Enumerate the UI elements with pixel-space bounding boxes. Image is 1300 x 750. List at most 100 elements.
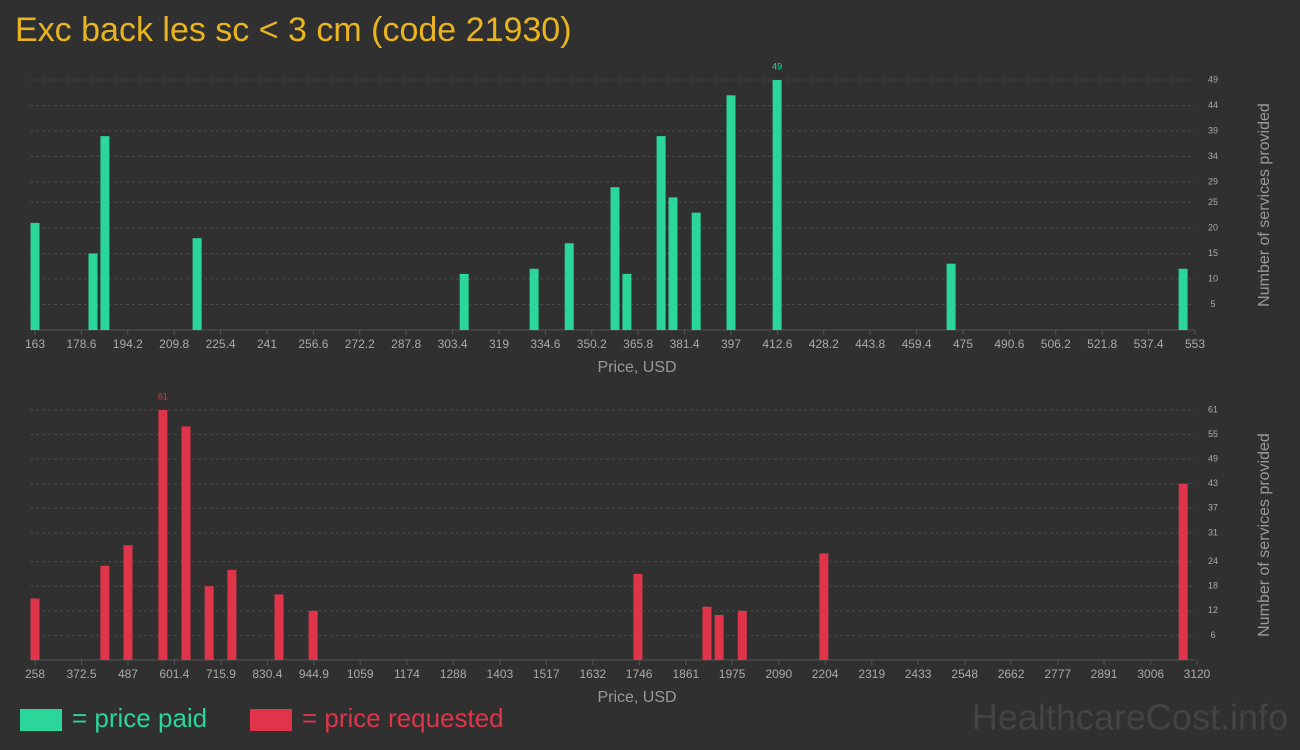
bar — [181, 426, 191, 660]
watermark: HealthcareCost.info — [972, 697, 1288, 738]
x-tick-label: 2891 — [1091, 667, 1118, 681]
x-tick-label: 1059 — [347, 667, 374, 681]
y-tick-label: 20 — [1208, 222, 1218, 232]
x-tick-label: 475 — [953, 337, 973, 351]
bar — [158, 410, 168, 660]
y-tick-label: 55 — [1208, 429, 1218, 439]
data-label: 61 — [158, 391, 168, 401]
x-tick-label: 1632 — [580, 667, 607, 681]
data-label: 49 — [772, 61, 782, 71]
bar — [737, 610, 747, 660]
bar — [819, 553, 829, 660]
y-tick-label: 6 — [1210, 630, 1215, 640]
x-tick-label: 459.4 — [902, 337, 932, 351]
y-tick-label: 5 — [1210, 299, 1215, 309]
x-tick-label: 944.9 — [299, 667, 329, 681]
x-tick-label: 2204 — [812, 667, 839, 681]
bar — [564, 243, 574, 330]
x-tick-label: 258 — [25, 667, 45, 681]
x-tick-label: 178.6 — [66, 337, 96, 351]
bar — [30, 598, 40, 660]
bar — [123, 545, 133, 660]
x-tick-label: 365.8 — [623, 337, 653, 351]
x-tick-label: 1861 — [672, 667, 699, 681]
y-tick-label: 24 — [1208, 556, 1218, 566]
y-tick-label: 18 — [1208, 581, 1218, 591]
x-axis-label: Price, USD — [597, 689, 676, 706]
y-tick-label: 25 — [1208, 197, 1218, 207]
y-tick-label: 37 — [1208, 503, 1218, 513]
x-tick-label: 1403 — [487, 667, 514, 681]
y-tick-label: 43 — [1208, 478, 1218, 488]
bar — [691, 212, 701, 330]
bar — [192, 238, 202, 330]
x-tick-label: 1174 — [394, 667, 420, 681]
bar — [88, 253, 98, 330]
x-tick-label: 1517 — [533, 667, 560, 681]
legend-label: = price requested — [302, 703, 504, 733]
bar — [946, 263, 956, 330]
bar — [274, 594, 284, 660]
x-tick-label: 2777 — [1044, 667, 1071, 681]
x-tick-label: 715.9 — [206, 667, 236, 681]
x-tick-label: 3120 — [1184, 667, 1211, 681]
bar — [1178, 268, 1188, 330]
bar — [714, 614, 724, 660]
x-tick-label: 209.8 — [159, 337, 189, 351]
x-tick-label: 601.4 — [159, 667, 189, 681]
x-tick-label: 553 — [1185, 337, 1205, 351]
y-tick-label: 10 — [1208, 273, 1218, 283]
bar — [610, 187, 620, 330]
bar — [100, 136, 110, 330]
legend-swatch — [250, 709, 292, 731]
x-tick-label: 225.4 — [206, 337, 236, 351]
x-tick-label: 256.6 — [298, 337, 328, 351]
bar — [702, 606, 712, 660]
x-tick-label: 194.2 — [113, 337, 143, 351]
x-tick-label: 163 — [25, 337, 45, 351]
bar — [227, 569, 237, 660]
x-tick-label: 350.2 — [577, 337, 607, 351]
x-tick-label: 3006 — [1137, 667, 1164, 681]
bar — [772, 80, 782, 330]
y-tick-label: 15 — [1208, 248, 1218, 258]
x-tick-label: 241 — [257, 337, 277, 351]
x-tick-label: 412.6 — [762, 337, 792, 351]
x-tick-label: 521.8 — [1087, 337, 1117, 351]
x-tick-label: 830.4 — [252, 667, 282, 681]
y-tick-label: 31 — [1208, 527, 1218, 537]
x-tick-label: 443.8 — [855, 337, 885, 351]
x-tick-label: 1975 — [719, 667, 746, 681]
x-tick-label: 490.6 — [994, 337, 1024, 351]
x-tick-label: 1746 — [626, 667, 653, 681]
bar — [100, 565, 110, 660]
x-tick-label: 381.4 — [670, 337, 700, 351]
x-tick-label: 397 — [721, 337, 741, 351]
x-axis-label: Price, USD — [597, 359, 676, 376]
y-tick-label: 49 — [1208, 454, 1218, 464]
y-tick-label: 12 — [1208, 605, 1218, 615]
x-tick-label: 334.6 — [530, 337, 560, 351]
bar — [1178, 483, 1188, 660]
y-axis-label: Number of services provided — [1256, 433, 1273, 637]
y-tick-label: 44 — [1208, 100, 1218, 110]
legend-swatch — [20, 709, 62, 731]
y-tick-label: 29 — [1208, 176, 1218, 186]
x-tick-label: 2548 — [951, 667, 978, 681]
bar — [633, 573, 643, 660]
bar — [30, 222, 40, 330]
x-tick-label: 2662 — [998, 667, 1025, 681]
legend-label: = price paid — [72, 703, 207, 733]
bar — [529, 268, 539, 330]
bar — [622, 273, 632, 330]
x-tick-label: 2433 — [905, 667, 932, 681]
bar — [459, 273, 469, 330]
bar — [726, 95, 736, 330]
bar — [656, 136, 666, 330]
x-tick-label: 537.4 — [1134, 337, 1164, 351]
x-tick-label: 287.8 — [391, 337, 421, 351]
bar — [308, 610, 318, 660]
y-tick-label: 49 — [1208, 74, 1218, 84]
y-axis-label: Number of services provided — [1256, 103, 1273, 307]
